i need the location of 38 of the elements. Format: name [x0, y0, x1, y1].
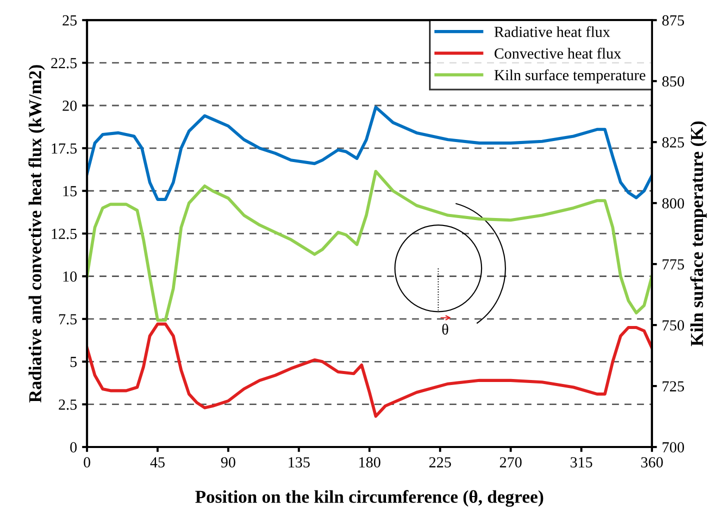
y2-tick-label: 850 — [662, 76, 684, 87]
x-tick-label: 270 — [500, 457, 522, 468]
y-tick-label: 20 — [62, 100, 77, 111]
y-tick-label: 12.5 — [52, 228, 77, 240]
x-tick-label: 225 — [429, 457, 451, 468]
legend-label: Radiative heat flux — [494, 26, 610, 38]
x-tick-label: 360 — [641, 457, 663, 468]
y2-tick-label: 875 — [662, 15, 684, 26]
y2-tick-label: 775 — [662, 259, 684, 270]
y-axis-title: Radiative and convective heat flux (kW/m2) — [28, 65, 45, 403]
x-tick-label: 0 — [84, 457, 90, 468]
x-tick-label: 315 — [570, 457, 592, 468]
y2-tick-label: 750 — [662, 320, 684, 330]
line-series — [87, 106, 652, 201]
y-tick-label: 15 — [63, 186, 77, 196]
y-tick-label: 25 — [62, 15, 77, 26]
y2-tick-label: 700 — [662, 442, 684, 452]
y-tick-label: 2.5 — [58, 400, 77, 410]
x-tick-label: 45 — [150, 457, 165, 468]
y-tick-label: 0 — [70, 442, 77, 452]
y2-tick-label: 800 — [662, 198, 684, 209]
y-tick-label: 7.5 — [59, 314, 77, 324]
x-tick-label: 135 — [288, 457, 310, 468]
y2-tick-label: 725 — [662, 381, 684, 392]
y2-tick-label: 825 — [662, 137, 684, 148]
legend-label: Kiln surface temperature — [494, 69, 646, 84]
y2-axis-title: Kiln surface temperature (K) — [690, 121, 707, 346]
y-tick-label: 5 — [70, 356, 77, 368]
y-tick-label: 22.5 — [51, 58, 77, 68]
line-series — [87, 170, 652, 322]
y-tick-label: 10 — [63, 271, 77, 282]
x-tick-label: 90 — [221, 457, 236, 468]
legend-label: Convective heat flux — [494, 48, 622, 59]
y-tick-label: 17.5 — [52, 143, 77, 154]
annotation: θ — [442, 324, 448, 335]
x-axis-title: Position on the kiln circumference (θ, degree) — [195, 490, 544, 507]
x-tick-label: 180 — [359, 457, 380, 468]
line-series — [87, 322, 652, 418]
